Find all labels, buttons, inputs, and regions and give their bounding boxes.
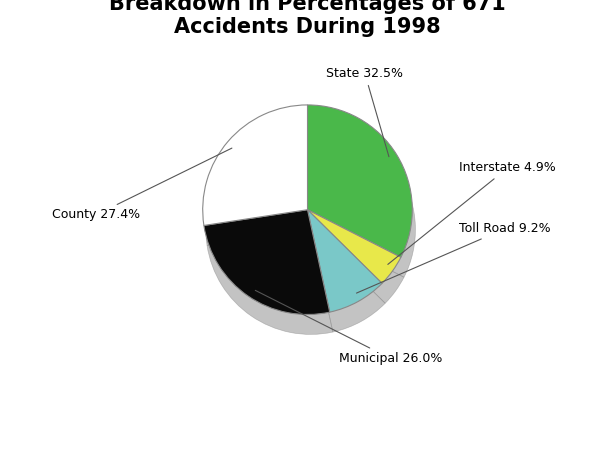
Text: State 32.5%: State 32.5% [327, 67, 403, 157]
Title: Breakdown in Percentages of 671
Accidents During 1998: Breakdown in Percentages of 671 Accident… [109, 0, 506, 37]
Wedge shape [308, 210, 401, 283]
Wedge shape [311, 229, 404, 303]
Text: Interstate 4.9%: Interstate 4.9% [388, 161, 556, 264]
Wedge shape [207, 229, 333, 334]
Wedge shape [308, 105, 412, 257]
Text: Municipal 26.0%: Municipal 26.0% [255, 290, 442, 365]
Wedge shape [203, 105, 308, 226]
Wedge shape [206, 125, 311, 245]
Text: Toll Road 9.2%: Toll Road 9.2% [357, 222, 551, 293]
Wedge shape [311, 229, 385, 332]
Wedge shape [311, 125, 415, 277]
Wedge shape [308, 210, 382, 312]
Wedge shape [204, 210, 330, 315]
Text: County 27.4%: County 27.4% [52, 148, 232, 221]
